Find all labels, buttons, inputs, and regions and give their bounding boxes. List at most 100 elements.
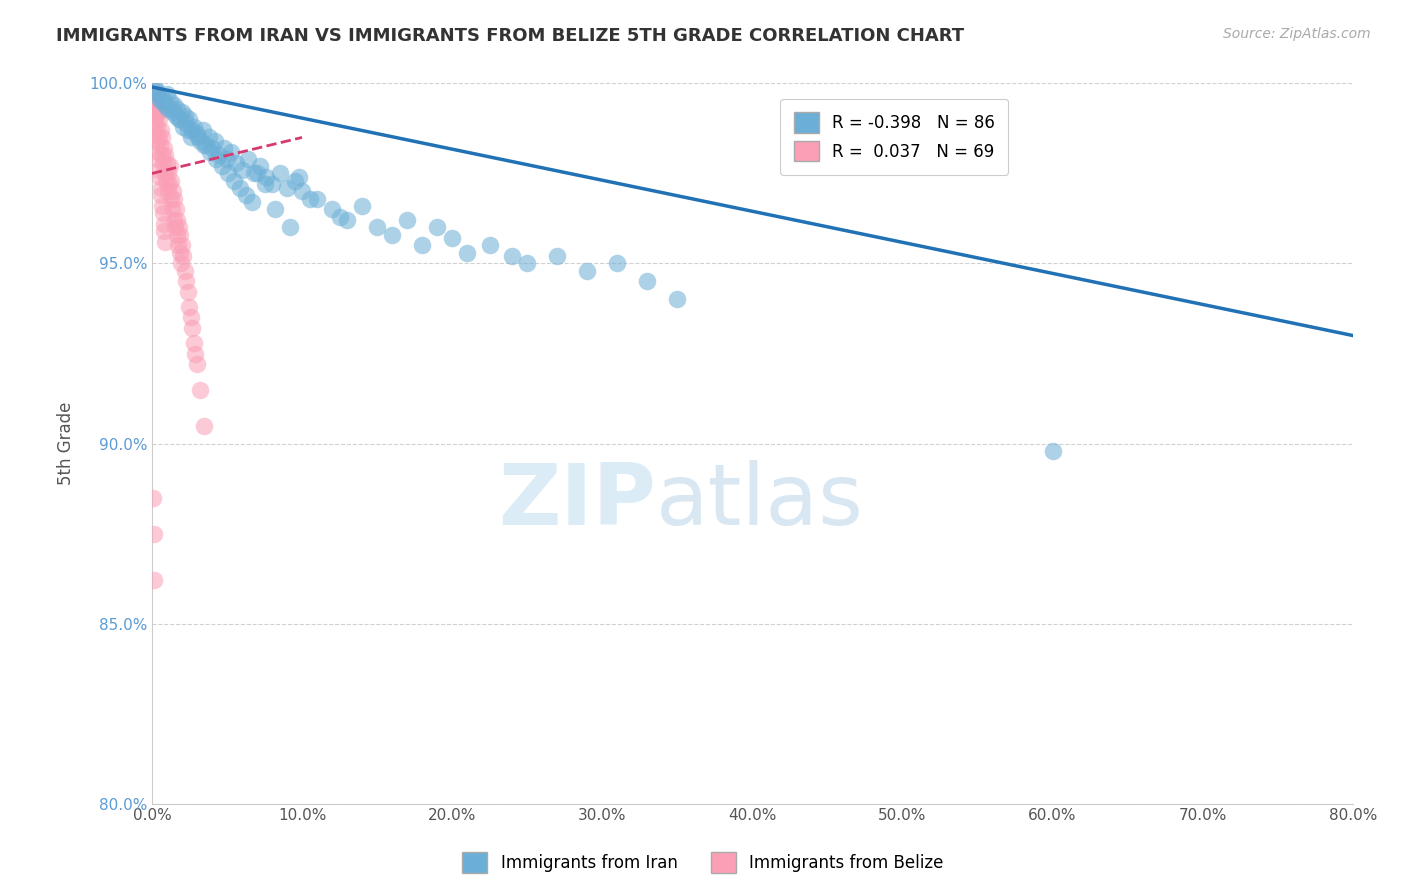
Point bbox=[142, 98, 165, 112]
Point bbox=[148, 152, 170, 166]
Point bbox=[148, 91, 170, 105]
Point bbox=[153, 141, 176, 155]
Point bbox=[157, 178, 180, 192]
Point bbox=[200, 145, 222, 159]
Point bbox=[150, 199, 173, 213]
Point bbox=[160, 202, 183, 217]
Point bbox=[142, 491, 165, 505]
Point bbox=[143, 102, 166, 116]
Point bbox=[172, 249, 194, 263]
Point bbox=[336, 213, 359, 227]
Point bbox=[235, 188, 257, 202]
Point bbox=[148, 130, 170, 145]
Point bbox=[152, 91, 174, 105]
Point bbox=[298, 192, 321, 206]
Point bbox=[160, 174, 183, 188]
Point bbox=[149, 181, 172, 195]
Point bbox=[381, 227, 404, 242]
Point bbox=[181, 321, 204, 335]
Point bbox=[193, 418, 215, 433]
Point bbox=[153, 235, 176, 249]
Point bbox=[149, 137, 172, 152]
Point bbox=[253, 178, 276, 192]
Point bbox=[181, 123, 204, 137]
Point bbox=[426, 220, 449, 235]
Point bbox=[146, 145, 169, 159]
Point bbox=[246, 166, 269, 180]
Point bbox=[143, 105, 166, 120]
Point bbox=[145, 84, 167, 98]
Point bbox=[501, 249, 523, 263]
Point bbox=[174, 263, 197, 277]
Point bbox=[208, 148, 231, 162]
Point bbox=[269, 166, 291, 180]
Point bbox=[152, 130, 174, 145]
Point bbox=[142, 526, 165, 541]
Text: atlas: atlas bbox=[657, 459, 865, 542]
Point bbox=[183, 120, 205, 134]
Point bbox=[180, 310, 202, 325]
Point bbox=[157, 102, 180, 116]
Point bbox=[516, 256, 538, 270]
Point bbox=[149, 170, 172, 185]
Text: IMMIGRANTS FROM IRAN VS IMMIGRANTS FROM BELIZE 5TH GRADE CORRELATION CHART: IMMIGRANTS FROM IRAN VS IMMIGRANTS FROM … bbox=[56, 27, 965, 45]
Point bbox=[288, 170, 311, 185]
Point bbox=[162, 105, 184, 120]
Point bbox=[143, 574, 166, 588]
Point bbox=[576, 263, 599, 277]
Point bbox=[456, 245, 478, 260]
Point bbox=[224, 174, 246, 188]
Point bbox=[249, 159, 271, 173]
Point bbox=[157, 166, 180, 180]
Point bbox=[278, 220, 301, 235]
Point bbox=[243, 166, 266, 180]
Point bbox=[291, 185, 314, 199]
Point bbox=[198, 130, 221, 145]
Point bbox=[145, 127, 167, 141]
Legend: R = -0.398   N = 86, R =  0.037   N = 69: R = -0.398 N = 86, R = 0.037 N = 69 bbox=[780, 99, 1008, 175]
Point bbox=[172, 120, 194, 134]
Point bbox=[165, 202, 187, 217]
Point bbox=[167, 238, 190, 252]
Point bbox=[174, 109, 197, 123]
Point bbox=[160, 102, 183, 116]
Point bbox=[221, 145, 243, 159]
Point bbox=[148, 112, 170, 127]
Point bbox=[165, 109, 187, 123]
Point bbox=[143, 116, 166, 130]
Y-axis label: 5th Grade: 5th Grade bbox=[58, 401, 75, 485]
Point bbox=[276, 181, 298, 195]
Point bbox=[159, 159, 181, 173]
Point bbox=[478, 238, 501, 252]
Point bbox=[166, 102, 188, 116]
Point bbox=[162, 185, 184, 199]
Point bbox=[188, 383, 211, 397]
Point bbox=[142, 84, 165, 98]
Point bbox=[145, 134, 167, 148]
Point bbox=[165, 220, 187, 235]
Point bbox=[146, 87, 169, 102]
Point bbox=[186, 127, 208, 141]
Point bbox=[155, 98, 177, 112]
Point bbox=[156, 155, 179, 169]
Point bbox=[180, 130, 202, 145]
Point bbox=[242, 195, 264, 210]
Point bbox=[231, 162, 253, 177]
Point bbox=[177, 123, 200, 137]
Point bbox=[167, 220, 190, 235]
Point bbox=[218, 166, 240, 180]
Point bbox=[186, 357, 208, 371]
Point bbox=[441, 231, 464, 245]
Point bbox=[205, 152, 228, 166]
Point bbox=[166, 227, 188, 242]
Point bbox=[146, 105, 169, 120]
Point bbox=[156, 87, 179, 102]
Point bbox=[163, 98, 186, 112]
Point bbox=[148, 162, 170, 177]
Point bbox=[163, 192, 186, 206]
Point bbox=[283, 174, 305, 188]
Point bbox=[153, 95, 176, 109]
Point bbox=[236, 152, 259, 166]
Point bbox=[179, 300, 201, 314]
Point bbox=[191, 123, 214, 137]
